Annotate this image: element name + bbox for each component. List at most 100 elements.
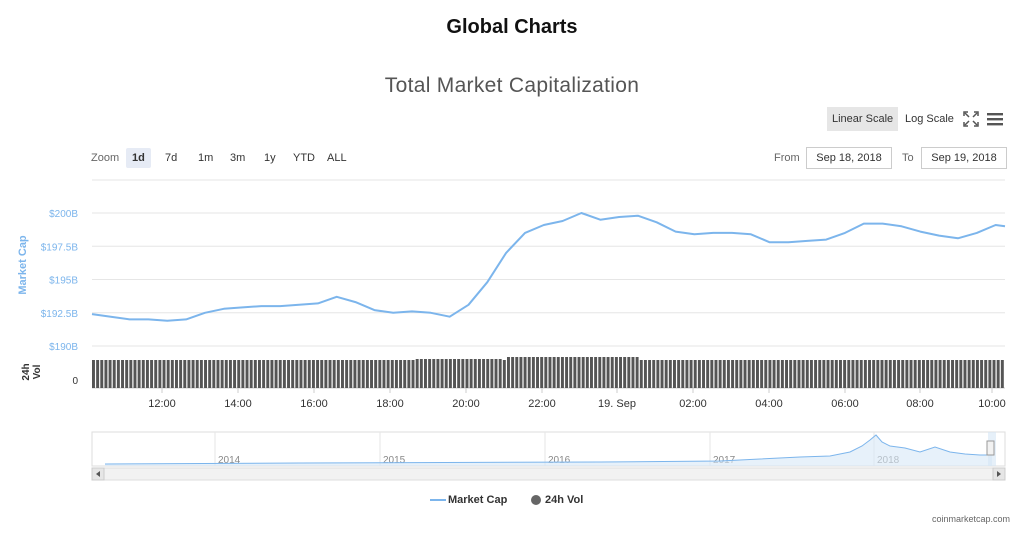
volume-bar [1000,360,1004,388]
volume-bar [876,360,880,388]
x-tick-label: 08:00 [906,398,934,410]
volume-bar [121,360,124,388]
y-tick-label: $197.5B [41,242,79,253]
volume-tick-label: 0 [72,376,78,387]
volume-bar [772,360,776,388]
volume-bar [204,360,207,388]
volume-bar [814,360,818,388]
volume-bar [536,357,539,388]
volume-bar [938,360,942,388]
navigator-year-label: 2015 [383,455,406,466]
linear-scale-button[interactable]: Linear Scale [827,107,899,131]
volume-bar [980,360,984,388]
volume-bar [129,360,133,388]
volume-bar [805,360,809,388]
volume-bar [320,360,324,388]
volume-bar [942,360,946,388]
volume-bar [287,360,290,388]
volume-bar [560,357,564,388]
volume-bar [652,360,656,388]
volume-bar [100,360,104,388]
volume-bar [307,360,311,388]
zoom-ytd-button[interactable]: YTD [293,152,315,164]
volume-bar [390,360,394,388]
volume-bar [316,360,320,388]
volume-bar [212,360,216,388]
volume-bar [726,360,730,388]
volume-axis-title: 24hVol [21,363,43,380]
volume-bar [424,359,427,388]
to-date-input[interactable]: Sep 19, 2018 [921,147,1007,169]
volume-bar [639,360,643,388]
volume-bar [710,360,714,388]
volume-bar [556,357,560,388]
volume-bar [357,360,361,388]
volume-bar [311,360,315,388]
volume-bar [241,360,245,388]
volume-bar [793,360,797,388]
volume-bar [681,360,685,388]
volume-bar [917,360,921,388]
volume-bar [722,360,726,388]
zoom-3m-button[interactable]: 3m [230,152,246,164]
y-tick-label: $200B [49,209,78,220]
volume-bar [208,360,212,388]
zoom-all-button[interactable]: ALL [327,152,347,164]
volume-bar [619,357,622,388]
volume-bar [486,359,490,388]
from-date-input[interactable]: Sep 18, 2018 [806,147,892,169]
fullscreen-icon[interactable] [962,110,980,128]
volume-bar [540,357,544,388]
volume-bar [743,360,747,388]
volume-bar [473,359,477,388]
zoom-7d-button[interactable]: 7d [165,152,178,164]
volume-bar [237,360,241,388]
volume-bar [668,360,672,388]
volume-bar [598,357,602,388]
volume-bar [581,357,585,388]
volume-bar [92,360,95,388]
y-axis-title: Market Cap [17,235,29,295]
volume-bar [141,360,145,388]
volume-bar [809,360,813,388]
volume-bar [884,360,888,388]
volume-bar [673,360,676,388]
volume-bar [453,359,456,388]
log-scale-button[interactable]: Log Scale [905,113,954,125]
volume-bar [959,360,963,388]
legend-dot-icon [531,495,541,506]
volume-bar [892,360,896,388]
volume-bar [166,360,170,388]
volume-bar [552,357,556,388]
volume-bar [714,360,718,388]
navigator-scrollbar[interactable] [91,467,1006,481]
zoom-1d-button[interactable]: 1d [126,148,151,168]
volume-bar [531,357,535,388]
legend-24h-vol[interactable]: 24h Vol [530,494,583,506]
volume-bar [353,360,357,388]
volume-bar [370,360,373,388]
volume-bar [610,357,614,388]
volume-bar [336,360,340,388]
x-tick-label: 10:00 [978,398,1006,410]
volume-bar [731,360,735,388]
volume-bar [930,360,934,388]
zoom-1m-button[interactable]: 1m [198,152,214,164]
source-credit: coinmarketcap.com [931,514,1010,524]
volume-bar [868,360,871,388]
x-tick-label: 04:00 [755,398,783,410]
to-label: To [902,152,914,164]
volume-bar [183,360,187,388]
navigator-handle[interactable] [986,440,995,456]
legend-market-cap[interactable]: Market Cap [430,494,507,506]
legend-market-cap-label: Market Cap [448,494,508,506]
hamburger-menu-icon[interactable] [986,110,1004,128]
volume-bar [162,360,166,388]
legend-24h-vol-label: 24h Vol [545,494,584,506]
volume-bar [145,360,149,388]
volume-bar [780,360,784,388]
volume-bar [104,360,108,388]
zoom-1y-button[interactable]: 1y [264,152,276,164]
volume-bar [440,359,444,388]
